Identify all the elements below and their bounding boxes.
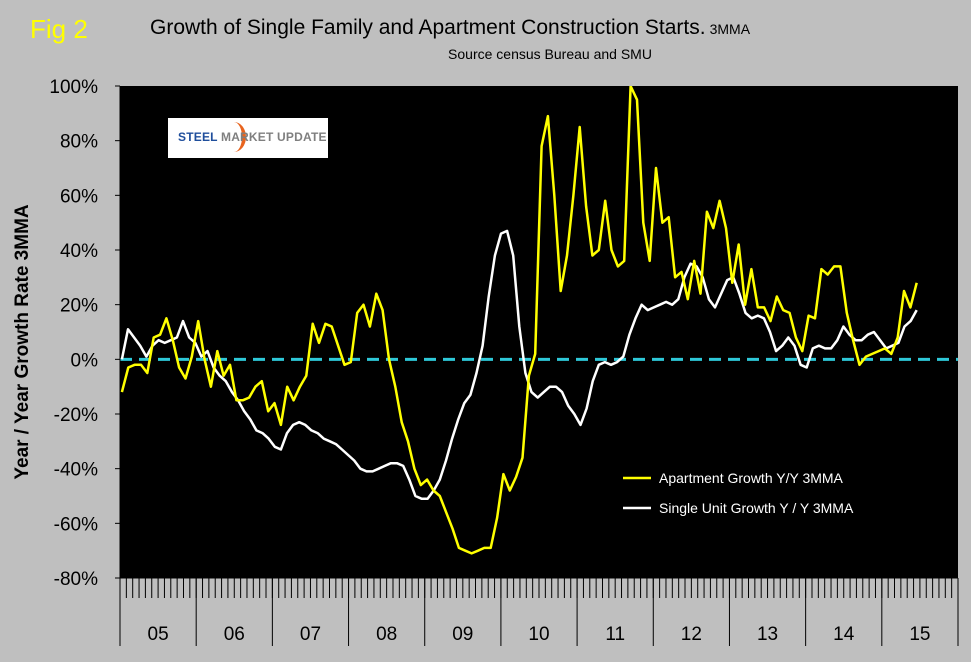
y-tick-label: 60% — [60, 186, 98, 207]
legend-box — [612, 457, 939, 525]
y-tick-label: 0% — [71, 350, 99, 371]
x-year-label: 10 — [528, 624, 549, 645]
y-tick-label: -20% — [54, 405, 98, 426]
y-axis: -80% -60% -40% -20% 0% 20% 40% 60% 80% 100% — [49, 77, 121, 590]
y-axis-label: Year / Year Growth Rate 3MMA — [12, 204, 33, 480]
y-tick-label: 20% — [60, 296, 98, 317]
y-tick-label: -40% — [54, 460, 98, 481]
single-unit-growth-line — [120, 229, 918, 500]
y-tick-label: -80% — [54, 569, 98, 590]
x-year-label: 06 — [224, 624, 245, 645]
x-year-label: 08 — [376, 624, 397, 645]
y-tick-label: 80% — [60, 132, 98, 153]
legend: Apartment Growth Y/Y 3MMA Single Unit Gro… — [612, 457, 939, 525]
y-tick-label: 100% — [49, 77, 98, 98]
x-year-label: 12 — [681, 624, 702, 645]
chart-title-suffix: 3MMA — [709, 21, 751, 37]
x-year-label: 15 — [909, 624, 930, 645]
figure-label: Fig 2 — [30, 14, 88, 44]
logo-text: STEEL MARKET UPDATE — [178, 130, 327, 144]
chart-subtitle: Source census Bureau and SMU — [448, 46, 652, 62]
x-year-label: 13 — [757, 624, 778, 645]
x-year-label: 14 — [833, 624, 855, 645]
steel-market-update-logo: STEEL MARKET UPDATE — [168, 118, 328, 158]
x-year-label: 07 — [300, 624, 321, 645]
series-group — [120, 86, 918, 555]
chart-title-main: Growth of Single Family and Apartment Co… — [150, 16, 706, 39]
x-year-label: 05 — [148, 624, 169, 645]
legend-label: Apartment Growth Y/Y 3MMA — [659, 470, 844, 486]
y-tick-label: 40% — [60, 241, 98, 262]
x-year-label: 11 — [605, 624, 625, 645]
x-axis: 05 06 07 08 09 10 11 12 13 14 15 — [119, 577, 959, 646]
chart-title: Growth of Single Family and Apartment Co… — [150, 16, 950, 40]
logo-swoosh-icon — [222, 122, 246, 152]
legend-label: Single Unit Growth Y / Y 3MMA — [659, 500, 854, 516]
apartment-growth-line — [120, 86, 918, 555]
y-tick-label: -60% — [54, 514, 98, 535]
x-year-label: 09 — [452, 624, 473, 645]
